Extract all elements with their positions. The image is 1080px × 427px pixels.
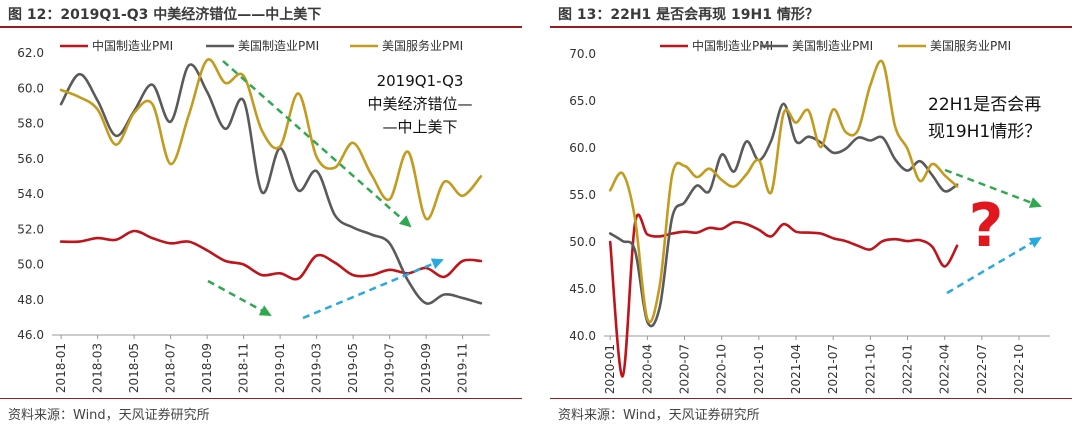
- title-divider: [550, 26, 1072, 28]
- chart-panel-left: 图 12：2019Q1-Q3 中美经济错位——中上美下 46.0 48.0 50.0…: [0, 0, 530, 427]
- annotation-text: 现19H1情形？: [928, 122, 1041, 142]
- legend-label: 美国服务业PMI: [930, 38, 1011, 53]
- y-tick-label: 50.0: [17, 258, 44, 272]
- x-tick-label: 2021-04: [789, 344, 803, 394]
- y-tick-label: 60.0: [569, 141, 596, 155]
- series-line: [608, 102, 959, 328]
- annotation-text: 中美经济错位—: [367, 95, 472, 113]
- y-tick-label: 62.0: [17, 46, 44, 60]
- x-tick-label: 2018-03: [91, 343, 105, 393]
- source-divider: [0, 398, 522, 399]
- legend-label: 美国制造业PMI: [792, 39, 873, 53]
- x-tick-label: 2020-07: [678, 344, 692, 394]
- chart-panel-right: 图 13：22H1 是否会再现 19H1 情形？ 40.0 45.0 50.0 55.…: [550, 0, 1080, 427]
- chart-title: 图 12：2019Q1-Q3 中美经济错位——中上美下: [8, 7, 322, 23]
- chart-title: 图 13：22H1 是否会再现 19H1 情形？: [558, 7, 819, 23]
- y-tick-label: 52.0: [17, 222, 44, 236]
- y-tick-label: 70.0: [569, 47, 596, 61]
- trend-arrow-blue: [946, 236, 1041, 295]
- legend-label: 中国制造业PMI: [692, 38, 773, 53]
- x-tick-label: 2022-04: [938, 344, 952, 394]
- trend-arrow-blue-head: [1028, 236, 1042, 248]
- annotation-text: 2019Q1-Q3: [377, 72, 464, 90]
- y-tick-label: 50.0: [569, 235, 596, 249]
- series-line: [608, 59, 959, 324]
- x-tick-label: 2019-07: [383, 343, 397, 393]
- trend-arrow-green-head: [1028, 197, 1042, 208]
- x-tick-label: 2021-07: [826, 344, 840, 394]
- legend-label: 中国制造业PMI: [92, 38, 173, 53]
- x-tick-label: 2018-09: [200, 343, 214, 393]
- y-tick-label: 46.0: [17, 328, 44, 342]
- trend-arrow-green-head: [258, 305, 272, 316]
- chart-svg: 40.0 45.0 50.0 55.0 60.0 65.0 70.0 2020-01 2020-…: [569, 38, 1050, 394]
- annotation-text: 22H1是否会再: [928, 95, 1041, 115]
- trend-arrow-green-head: [398, 215, 412, 228]
- y-tick-label: 60.0: [17, 81, 44, 95]
- y-tick-label: 65.0: [569, 94, 596, 108]
- x-tick-label: 2018-11: [237, 343, 251, 393]
- y-tick-label: 48.0: [17, 293, 44, 307]
- trend-arrow-green: [222, 60, 411, 227]
- x-tick-label: 2020-01: [603, 344, 617, 394]
- trend-arrow-blue-head: [430, 258, 444, 269]
- y-tick-label: 45.0: [569, 282, 596, 296]
- x-tick-label: 2022-10: [1012, 344, 1026, 394]
- series-line: [59, 58, 483, 221]
- source-divider: [550, 398, 1072, 399]
- legend-label: 美国制造业PMI: [238, 39, 319, 53]
- chart-svg: 46.0 48.0 50.0 52.0 54.0 56.0 58.0 60.0 62.0 2018…: [17, 38, 490, 393]
- x-tick-label: 2022-01: [901, 344, 915, 394]
- trend-arrow-green: [944, 168, 1041, 208]
- x-tick-label: 2019-09: [419, 343, 433, 393]
- series-line: [59, 229, 483, 281]
- annotation-text: —中上美下: [382, 118, 457, 136]
- x-tick-label: 2020-04: [640, 344, 654, 394]
- x-tick-label: 2021-01: [752, 344, 766, 394]
- y-tick-label: 40.0: [569, 329, 596, 343]
- trend-arrow-blue: [302, 258, 443, 320]
- y-tick-label: 55.0: [569, 188, 596, 202]
- source-note: 资料来源：Wind，天风证券研究所: [8, 408, 210, 423]
- question-mark: ?: [969, 191, 1004, 261]
- y-tick-label: 54.0: [17, 187, 44, 201]
- legend-label: 美国服务业PMI: [382, 38, 463, 53]
- x-tick-label: 2019-03: [310, 343, 324, 393]
- x-tick-label: 2020-10: [715, 344, 729, 394]
- x-tick-label: 2019-05: [346, 343, 360, 393]
- trend-arrow-green: [207, 279, 271, 317]
- y-tick-label: 58.0: [17, 117, 44, 131]
- x-tick-label: 2019-01: [273, 343, 287, 393]
- x-tick-label: 2018-07: [164, 343, 178, 393]
- x-tick-label: 2019-11: [456, 343, 470, 393]
- series-line: [608, 213, 959, 378]
- x-tick-label: 2018-01: [54, 343, 68, 393]
- x-tick-label: 2022-07: [975, 344, 989, 394]
- x-tick-label: 2021-10: [863, 344, 877, 394]
- source-note: 资料来源：Wind，天风证券研究所: [558, 408, 760, 423]
- title-divider: [0, 26, 522, 28]
- y-tick-label: 56.0: [17, 152, 44, 166]
- x-tick-label: 2018-05: [127, 343, 141, 393]
